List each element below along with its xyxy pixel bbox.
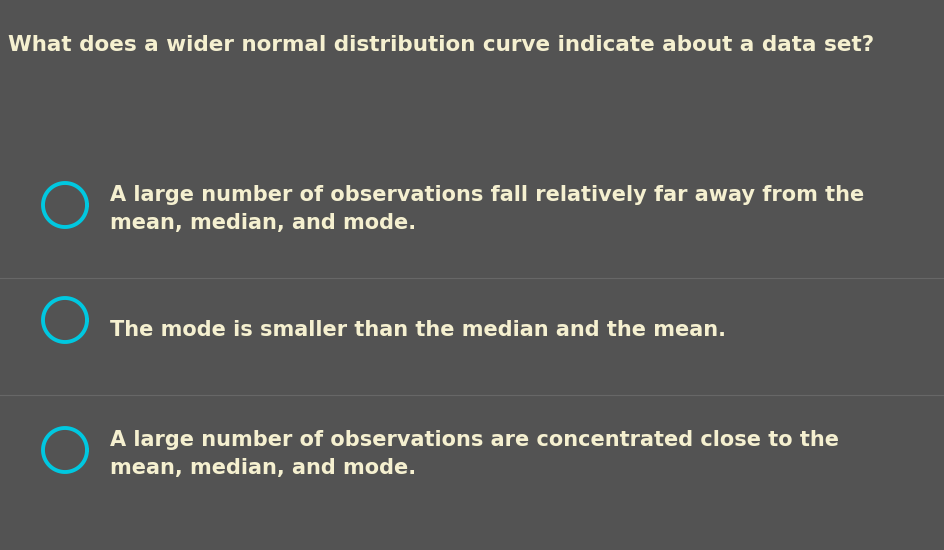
Text: A large number of observations fall relatively far away from the
mean, median, a: A large number of observations fall rela… bbox=[110, 185, 865, 233]
Text: The mode is smaller than the median and the mean.: The mode is smaller than the median and … bbox=[110, 320, 726, 340]
Text: A large number of observations are concentrated close to the
mean, median, and m: A large number of observations are conce… bbox=[110, 430, 839, 478]
Text: What does a wider normal distribution curve indicate about a data set?: What does a wider normal distribution cu… bbox=[8, 35, 874, 55]
